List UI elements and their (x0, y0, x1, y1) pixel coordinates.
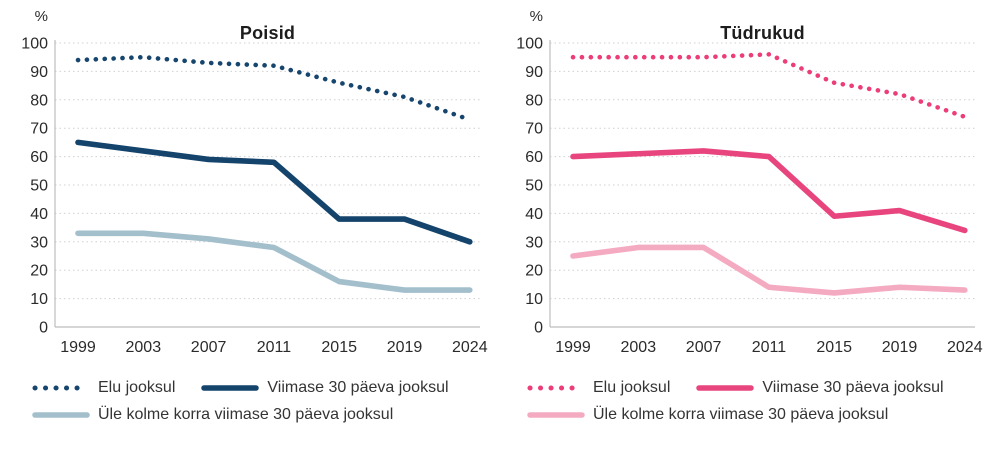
legend-tudrukud: Elu jooksul Viimase 30 päeva jooksul Üle… (527, 379, 944, 424)
x-tick-label: 2015 (321, 339, 357, 356)
legend-label: Viimase 30 päeva jooksul (762, 379, 944, 396)
y-tick-label: 60 (525, 149, 543, 166)
y-tick-label: 30 (30, 234, 48, 251)
solid-line-marker-icon (527, 412, 585, 418)
legend-label: Üle kolme korra viimase 30 päeva jooksul (593, 406, 889, 423)
y-tick-label: 0 (534, 320, 543, 337)
chart-title-poisid: Poisid (239, 22, 296, 43)
x-tick-label: 2011 (257, 339, 292, 356)
x-tick-label: 2015 (816, 339, 852, 356)
legend-row: Elu jooksul Viimase 30 päeva jooksul (527, 379, 944, 397)
x-tick-label: 2019 (882, 339, 918, 356)
y-tick-label: 70 (30, 121, 48, 138)
y-tick-label: 10 (525, 291, 543, 308)
legend-item-viimase-30: Viimase 30 päeva jooksul (696, 379, 944, 397)
y-tick-label: 20 (525, 263, 543, 280)
legend-label: Elu jooksul (98, 379, 176, 396)
legend-label: Üle kolme korra viimase 30 päeva jooksul (98, 406, 394, 423)
legend-item-elu-jooksul: Elu jooksul (527, 379, 670, 397)
x-tick-label: 2007 (191, 339, 227, 356)
series-solid-line (75, 230, 473, 293)
y-axis-unit-label: % (35, 8, 48, 25)
series-solid-line (570, 244, 968, 296)
series-solid-line (75, 139, 473, 245)
y-tick-label: 80 (30, 92, 48, 109)
dotted-line-marker-icon (32, 385, 90, 391)
legend-poisid: Elu jooksul Viimase 30 päeva jooksul Üle… (32, 379, 449, 424)
y-tick-label: 100 (516, 36, 543, 53)
legend-row: Elu jooksul Viimase 30 päeva jooksul (32, 379, 449, 397)
legend-item-ule-kolme-korra: Üle kolme korra viimase 30 päeva jooksul (527, 406, 888, 424)
solid-line-marker-icon (32, 412, 90, 418)
x-tick-label: 2011 (752, 339, 787, 356)
legend-item-ule-kolme-korra: Üle kolme korra viimase 30 päeva jooksul (32, 406, 393, 424)
y-tick-label: 30 (525, 234, 543, 251)
y-tick-label: 50 (30, 178, 48, 195)
y-tick-label: 90 (525, 64, 543, 81)
y-tick-label: 80 (525, 92, 543, 109)
legend-label: Elu jooksul (593, 379, 671, 396)
y-tick-label: 60 (30, 149, 48, 166)
x-tick-label: 2019 (387, 339, 423, 356)
x-tick-label: 2007 (686, 339, 722, 356)
x-tick-label: 1999 (555, 339, 591, 356)
y-tick-label: 0 (39, 320, 48, 337)
y-tick-label: 40 (525, 206, 543, 223)
chart-title-tudrukud: Tüdrukud (720, 22, 805, 43)
dotted-line-marker-icon (527, 385, 585, 391)
series-solid-line (570, 148, 968, 234)
series-dotted-line (75, 54, 473, 122)
y-tick-label: 90 (30, 64, 48, 81)
x-tick-label: 1999 (60, 339, 96, 356)
chart-panel-poisid: Poisid 100 90 80 70 60 50 40 30 20 10 0% 1999 2003 20… (21, 8, 488, 424)
solid-line-marker-icon (201, 385, 260, 391)
legend-item-elu-jooksul: Elu jooksul (32, 379, 175, 397)
legend-label: Viimase 30 päeva jooksul (267, 379, 449, 396)
x-tick-label: 2003 (621, 339, 657, 356)
y-tick-label: 50 (525, 178, 543, 195)
legend-row: Üle kolme korra viimase 30 päeva jooksul (32, 406, 449, 424)
legend-row: Üle kolme korra viimase 30 päeva jooksul (527, 406, 944, 424)
y-tick-label: 10 (30, 291, 48, 308)
chart-panel-tudrukud: Tüdrukud 100 90 80 70 60 50 40 30 20 10 0% 1999 2003… (495, 0, 990, 454)
x-tick-label: 2003 (126, 339, 162, 356)
y-axis-unit-label: % (530, 8, 543, 25)
x-tick-label: 2024 (452, 339, 488, 356)
y-tick-label: 70 (525, 121, 543, 138)
x-tick-label: 2024 (947, 339, 983, 356)
solid-line-marker-icon (696, 385, 755, 391)
y-tick-label: 40 (30, 206, 48, 223)
legend-item-viimase-30: Viimase 30 päeva jooksul (201, 379, 449, 397)
y-tick-label: 20 (30, 263, 48, 280)
y-tick-label: 100 (21, 36, 48, 53)
series-dotted-line (570, 52, 968, 120)
